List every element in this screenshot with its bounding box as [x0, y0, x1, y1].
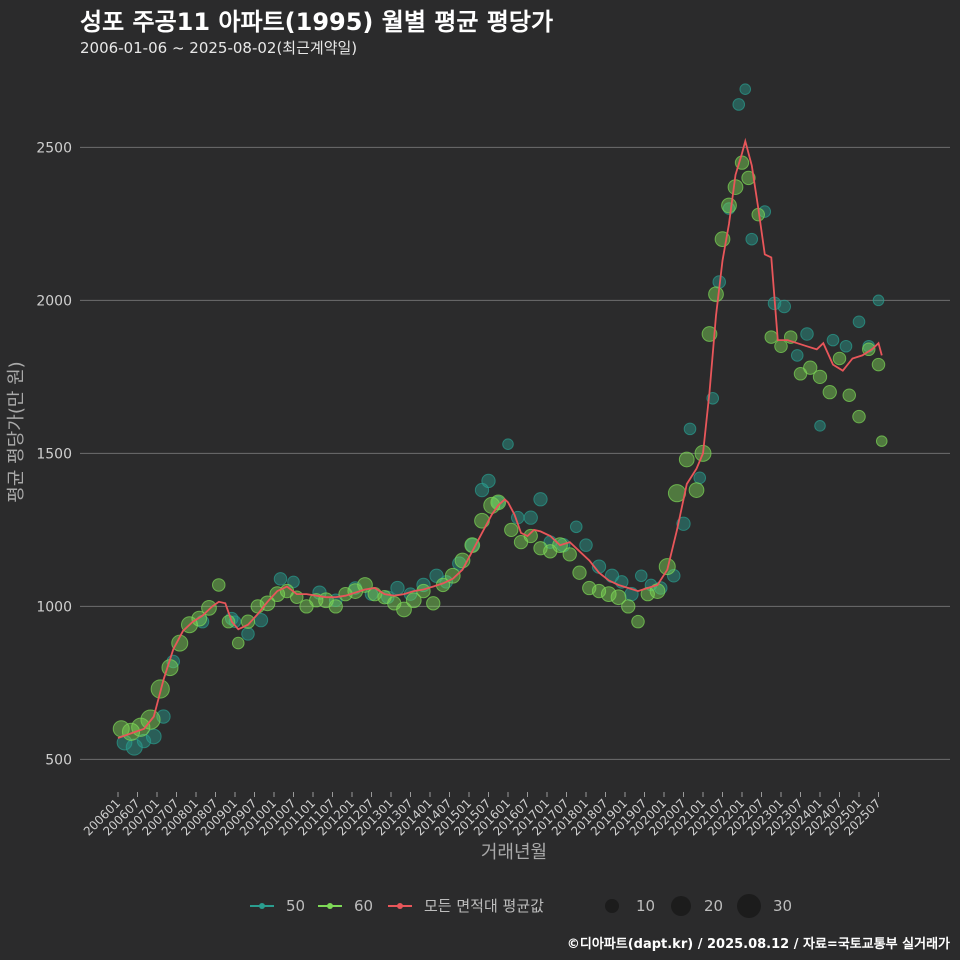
series-60-point — [842, 388, 856, 402]
series-60-point — [875, 435, 888, 447]
series-60-point — [201, 600, 217, 616]
series-60-point — [764, 330, 778, 344]
series-60-point — [396, 601, 412, 618]
series-50-point — [390, 580, 405, 596]
series-60-point — [741, 170, 756, 186]
series-50-point — [481, 473, 496, 489]
series-60-point — [852, 409, 866, 424]
chart-title: 성포 주공11 아파트(1995) 월별 평균 평당가 — [80, 8, 554, 36]
series-50-point — [777, 299, 791, 314]
series-60-point — [727, 179, 744, 195]
series-60-point — [688, 482, 705, 498]
y-axis-title: 평균 평당가(만 원) — [6, 361, 27, 502]
series-60-point — [405, 592, 422, 609]
series-50-point — [790, 349, 804, 362]
grid-layer — [80, 146, 950, 760]
legend-item-avg-label: 모든 면적대 평균값 — [424, 897, 544, 915]
series-60-point — [871, 357, 886, 372]
series-60-point — [678, 451, 695, 468]
series-60-point — [562, 547, 577, 562]
series-50-point — [136, 733, 152, 749]
series-50-point — [502, 438, 514, 450]
series-60-point — [490, 494, 507, 511]
series-50-point — [287, 575, 300, 589]
series-50-point — [533, 492, 548, 507]
series-60-point — [523, 528, 538, 544]
series-50-point — [739, 83, 752, 95]
legend-item-60-dot — [327, 903, 333, 909]
series-60-point — [721, 197, 737, 214]
series-60-point — [822, 385, 837, 400]
series-50-point — [634, 569, 648, 583]
series-60-point — [290, 590, 304, 604]
axis-layer: 5001000150020002500200601200607200701200… — [36, 140, 883, 838]
y-tick-label: 1500 — [36, 446, 72, 462]
series-60-point — [444, 567, 461, 584]
series-50-point — [852, 315, 866, 329]
series-50-point — [579, 538, 593, 552]
series-60-point — [774, 339, 788, 353]
series-60-point — [171, 634, 189, 652]
avg-price-line — [117, 137, 883, 739]
series-60-point — [231, 636, 245, 650]
series-60-point — [812, 369, 828, 385]
series-50-point — [676, 516, 691, 531]
size-legend-circle — [671, 896, 691, 916]
series-60-point — [591, 583, 607, 599]
series-60-point — [328, 599, 343, 614]
points-layer — [112, 83, 888, 756]
size-legend-label: 30 — [773, 897, 792, 915]
y-tick-label: 500 — [45, 752, 72, 768]
series-50-point — [491, 495, 505, 510]
size-legend-label: 20 — [704, 897, 723, 915]
series-60-point — [240, 614, 256, 629]
series-60-point — [269, 586, 286, 603]
series-60-point — [426, 596, 441, 611]
series-50-point — [523, 510, 538, 525]
series-50-point — [826, 333, 840, 347]
series-60-point — [504, 522, 519, 538]
size-legend-circle — [737, 894, 761, 918]
series-60-point — [832, 351, 847, 366]
y-tick-label: 2000 — [36, 293, 72, 309]
series-60-point — [121, 722, 141, 741]
series-50-point — [814, 420, 826, 432]
legend-item-50-label: 50 — [286, 897, 305, 915]
series-50-point — [667, 569, 681, 583]
series-60-point — [631, 614, 645, 629]
y-tick-label: 1000 — [36, 599, 72, 615]
legend: 50 60 모든 면적대 평균값 10 20 30 — [250, 894, 792, 918]
series-60-point — [212, 578, 226, 592]
series-60-point — [610, 589, 627, 606]
series-50-point — [745, 232, 759, 246]
series-50-point — [693, 471, 707, 485]
y-tick-label: 2500 — [36, 140, 72, 156]
size-legend-circle — [605, 899, 619, 913]
series-60-point — [701, 326, 718, 342]
legend-item-50-dot — [259, 903, 265, 909]
series-50-point — [569, 520, 583, 534]
x-axis-title: 거래년월 — [481, 842, 547, 863]
series-60-point — [621, 599, 636, 614]
legend-item-60-label: 60 — [354, 897, 373, 915]
series-60-point — [474, 512, 490, 529]
series-50-point — [241, 627, 255, 641]
series-60-point — [803, 360, 818, 375]
series-50-point — [273, 572, 288, 586]
series-50-point — [800, 327, 814, 341]
series-60-point — [708, 286, 724, 303]
series-50-point — [839, 339, 853, 353]
series-60-point — [572, 565, 587, 580]
chart-subtitle: 2006-01-06 ~ 2025-08-02(최근계약일) — [80, 39, 358, 57]
legend-item-avg-dot — [397, 903, 403, 909]
series-60-point — [600, 586, 617, 603]
chart-caption: ©디아파트(dapt.kr) / 2025.08.12 / 자료=국토교통부 실… — [566, 937, 950, 952]
avg-line-layer — [117, 137, 883, 739]
series-50-point — [683, 422, 697, 436]
series-50-point — [872, 294, 885, 307]
size-legend-label: 10 — [636, 897, 655, 915]
series-50-point — [732, 98, 746, 111]
